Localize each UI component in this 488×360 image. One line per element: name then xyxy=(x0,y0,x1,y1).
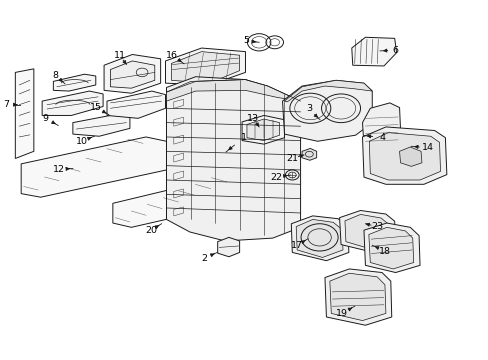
Text: 8: 8 xyxy=(52,71,58,80)
Text: 3: 3 xyxy=(305,104,311,113)
Text: 23: 23 xyxy=(370,222,383,231)
Text: 20: 20 xyxy=(144,226,157,235)
Polygon shape xyxy=(104,54,160,93)
Polygon shape xyxy=(368,133,440,180)
Text: 2: 2 xyxy=(201,254,207,263)
Text: 19: 19 xyxy=(335,309,347,318)
Polygon shape xyxy=(344,215,389,249)
Polygon shape xyxy=(110,61,155,88)
Text: 14: 14 xyxy=(421,143,433,152)
Polygon shape xyxy=(325,269,391,325)
Polygon shape xyxy=(291,216,348,261)
Text: 17: 17 xyxy=(290,241,303,250)
Polygon shape xyxy=(42,91,103,116)
Text: 13: 13 xyxy=(247,114,259,123)
Text: 6: 6 xyxy=(392,46,398,55)
Polygon shape xyxy=(246,119,279,140)
Polygon shape xyxy=(363,223,419,273)
Polygon shape xyxy=(53,74,96,91)
Polygon shape xyxy=(166,77,300,241)
Text: 9: 9 xyxy=(42,114,48,123)
Polygon shape xyxy=(282,80,371,141)
Polygon shape xyxy=(351,37,396,66)
Polygon shape xyxy=(339,211,395,252)
Polygon shape xyxy=(329,273,385,320)
Polygon shape xyxy=(15,69,34,158)
Text: 4: 4 xyxy=(378,133,384,142)
Polygon shape xyxy=(284,80,371,102)
Text: 15: 15 xyxy=(90,103,102,112)
Text: 5: 5 xyxy=(243,36,249,45)
Polygon shape xyxy=(217,237,239,257)
Text: 10: 10 xyxy=(76,137,87,146)
Text: 7: 7 xyxy=(3,100,10,109)
Polygon shape xyxy=(166,80,300,101)
Text: 21: 21 xyxy=(285,154,298,163)
Text: 1: 1 xyxy=(240,133,246,142)
Polygon shape xyxy=(107,91,165,118)
Polygon shape xyxy=(113,176,244,227)
Polygon shape xyxy=(73,114,130,136)
Text: 16: 16 xyxy=(166,51,178,60)
Polygon shape xyxy=(242,116,284,144)
Polygon shape xyxy=(302,148,316,160)
Polygon shape xyxy=(21,137,166,197)
Polygon shape xyxy=(362,103,400,145)
Text: 11: 11 xyxy=(113,51,125,60)
Text: 18: 18 xyxy=(378,247,390,256)
Polygon shape xyxy=(165,48,245,85)
Polygon shape xyxy=(399,147,421,166)
Polygon shape xyxy=(171,51,239,83)
Polygon shape xyxy=(368,227,413,269)
Polygon shape xyxy=(362,127,446,184)
Polygon shape xyxy=(296,220,342,257)
Text: 12: 12 xyxy=(53,165,65,174)
Text: 22: 22 xyxy=(270,173,282,182)
